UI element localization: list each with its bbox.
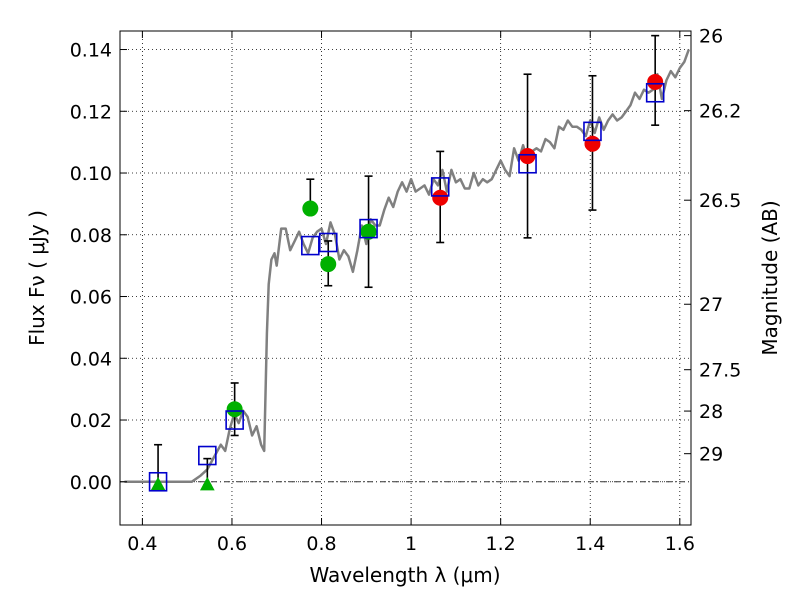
right-tick-label: 27 <box>699 294 723 316</box>
x-tick-label: 1 <box>405 533 417 555</box>
model-flux-square <box>518 153 537 174</box>
right-tick-label: 29 <box>699 444 723 466</box>
model-flux-square <box>359 218 378 239</box>
y-tick-label: 0.04 <box>70 348 112 370</box>
y-tick-label: 0.06 <box>70 287 112 309</box>
y-axis-label: Flux Fν ( μJy ) <box>25 210 49 346</box>
x-tick-label: 0.4 <box>127 533 157 555</box>
nir-point <box>647 73 664 90</box>
right-tick-label: 26 <box>699 26 723 48</box>
optical-point <box>320 256 337 273</box>
x-tick-label: 1.6 <box>665 533 695 555</box>
x-tick-label: 0.6 <box>217 533 247 555</box>
optical-point <box>226 401 243 418</box>
grid <box>120 31 691 525</box>
y-tick-label: 0.00 <box>70 472 112 494</box>
right-tick-label: 27.5 <box>699 360 741 382</box>
y-tick-label: 0.14 <box>70 40 112 62</box>
nir-point <box>519 148 536 165</box>
nir-point <box>584 135 601 152</box>
axes: 0.4 0.6 0.8 1 1.2 1.4 1.6 0.00 0.02 0.04 0.06 0.08 0… <box>70 26 742 555</box>
model-flux-square <box>430 177 450 197</box>
optical-point <box>302 200 319 217</box>
right-axis-label: Magnitude (AB) <box>758 200 782 355</box>
y-tick-label: 0.10 <box>70 163 112 185</box>
upper-limit-triangle <box>199 476 215 491</box>
right-tick-label: 26.5 <box>699 190 741 212</box>
sed-model-line <box>124 49 690 484</box>
model-flux-square <box>198 445 217 466</box>
nir-point <box>432 189 449 206</box>
x-axis-label: Wavelength λ (μm) <box>309 563 500 587</box>
y-tick-label: 0.02 <box>70 410 112 432</box>
model-flux-square <box>301 235 320 256</box>
upper-limit-triangle <box>150 476 166 491</box>
plot-frame <box>119 30 692 526</box>
optical-point <box>360 223 377 240</box>
x-tick-label: 1.2 <box>486 533 516 555</box>
model-flux-square <box>318 232 338 253</box>
x-tick-label: 1.4 <box>575 533 605 555</box>
plot-area <box>120 34 691 492</box>
right-tick-label: 28 <box>699 401 723 423</box>
y-tick-label: 0.08 <box>70 225 112 247</box>
right-tick-label: 26.2 <box>699 101 741 123</box>
model-flux-square <box>225 410 244 430</box>
model-flux-square <box>148 471 168 492</box>
model-flux-square <box>583 121 602 142</box>
y-tick-label: 0.12 <box>70 101 112 123</box>
model-flux-square <box>645 82 665 103</box>
x-tick-label: 0.8 <box>306 533 336 555</box>
